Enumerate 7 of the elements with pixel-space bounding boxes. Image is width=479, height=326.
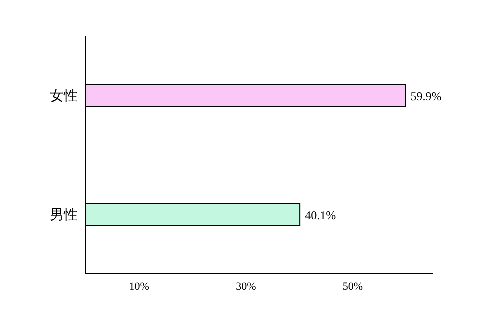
y-tick-label: 男性 [50, 207, 78, 224]
x-tick-label: 10% [129, 280, 150, 293]
y-tick-label: 女性 [50, 88, 78, 104]
x-tick-label: 50% [342, 280, 364, 293]
x-tick-label: 30% [236, 280, 256, 293]
data-label: 40.1% [305, 208, 336, 222]
data-label: 59.9% [410, 89, 442, 104]
